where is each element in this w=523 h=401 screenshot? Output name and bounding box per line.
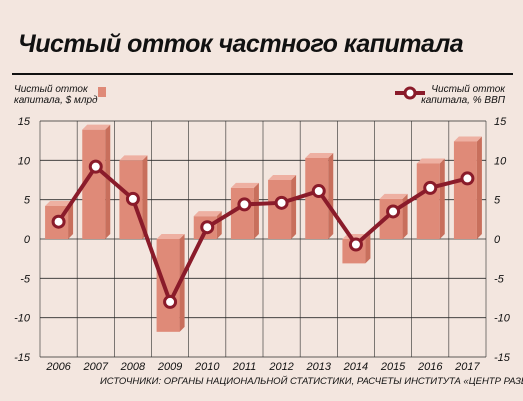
- bar: [305, 157, 329, 239]
- bar: [453, 141, 477, 239]
- bar-side: [291, 175, 297, 239]
- x-tick-label: 2014: [343, 361, 368, 373]
- bar: [230, 187, 254, 239]
- line-point: [423, 180, 438, 195]
- bar-top: [416, 158, 445, 164]
- bar-side: [328, 152, 334, 239]
- line-point: [460, 171, 475, 186]
- bar-top: [230, 182, 259, 188]
- legend-left-line2: капитала, $ млрд: [14, 95, 98, 106]
- line-point: [348, 237, 363, 252]
- y-tick-label-left: -10: [14, 313, 31, 325]
- bar: [156, 239, 180, 332]
- bar-top: [82, 124, 111, 130]
- chart-source: ИСТОЧНИКИ: ОРГАНЫ НАЦИОНАЛЬНОЙ СТАТИСТИК…: [100, 375, 523, 387]
- bar-top: [379, 193, 408, 199]
- y-tick-label-right: 10: [494, 155, 507, 167]
- y-tick-label-right: -5: [494, 273, 505, 285]
- legend-bar-swatch: [98, 87, 106, 97]
- bar-top: [193, 211, 222, 217]
- y-tick-label-left: -5: [20, 273, 31, 285]
- y-tick-label-left: 15: [18, 116, 31, 128]
- line-point: [88, 159, 103, 174]
- bar-top: [45, 200, 74, 206]
- bar: [82, 129, 106, 239]
- bar-top: [119, 155, 148, 161]
- line-point: [311, 184, 326, 199]
- legend-right-line1: Чистый отток: [431, 84, 506, 95]
- legend-right-line2: капитала, % ВВП: [421, 95, 506, 106]
- y-tick-label-left: 0: [24, 234, 31, 246]
- legend-left-line1: Чистый отток: [14, 84, 89, 95]
- bar-side: [105, 124, 111, 239]
- y-tick-label-right: 0: [494, 234, 501, 246]
- bar-top: [305, 152, 334, 158]
- line-point: [200, 220, 215, 235]
- x-tick-label: 2016: [417, 361, 443, 373]
- line-point: [163, 294, 178, 309]
- bar-top: [268, 175, 297, 180]
- y-tick-label-right: 15: [494, 116, 507, 128]
- chart-title: Чистый отток частного капитала: [18, 30, 464, 58]
- legend-line-marker: [403, 86, 417, 100]
- x-tick-label: 2006: [45, 361, 71, 373]
- y-tick-label-right: -10: [494, 313, 511, 325]
- y-tick-label-left: 5: [24, 195, 31, 207]
- series-line: [56, 164, 468, 304]
- line-point: [274, 195, 289, 210]
- bar-top: [156, 234, 185, 239]
- line-point: [125, 191, 140, 206]
- bar-side: [253, 182, 259, 239]
- x-tick-label: 2010: [194, 361, 220, 373]
- y-tick-label-left: -15: [14, 352, 31, 364]
- x-tick-label: 2012: [268, 361, 293, 373]
- y-tick-label-right: 5: [494, 195, 501, 207]
- y-tick-label-left: 10: [18, 155, 31, 167]
- x-tick-label: 2015: [380, 361, 406, 373]
- x-tick-label: 2007: [83, 361, 109, 373]
- line-point: [51, 214, 66, 229]
- bar-top: [453, 136, 482, 142]
- x-tick-label: 2013: [306, 361, 332, 373]
- x-tick-label: 2011: [232, 361, 257, 373]
- bar-side: [365, 234, 371, 264]
- bar-side: [476, 136, 482, 239]
- bar-side: [179, 234, 185, 332]
- x-tick-label: 2009: [157, 361, 182, 373]
- x-tick-label: 2008: [120, 361, 146, 373]
- x-tick-label: 2017: [454, 361, 480, 373]
- bar-side: [142, 155, 148, 239]
- line-point: [386, 204, 401, 219]
- line-point: [237, 197, 252, 212]
- bar: [416, 163, 440, 239]
- y-tick-label-right: -15: [494, 352, 511, 364]
- bar-side: [68, 200, 74, 239]
- bar-side: [439, 158, 445, 239]
